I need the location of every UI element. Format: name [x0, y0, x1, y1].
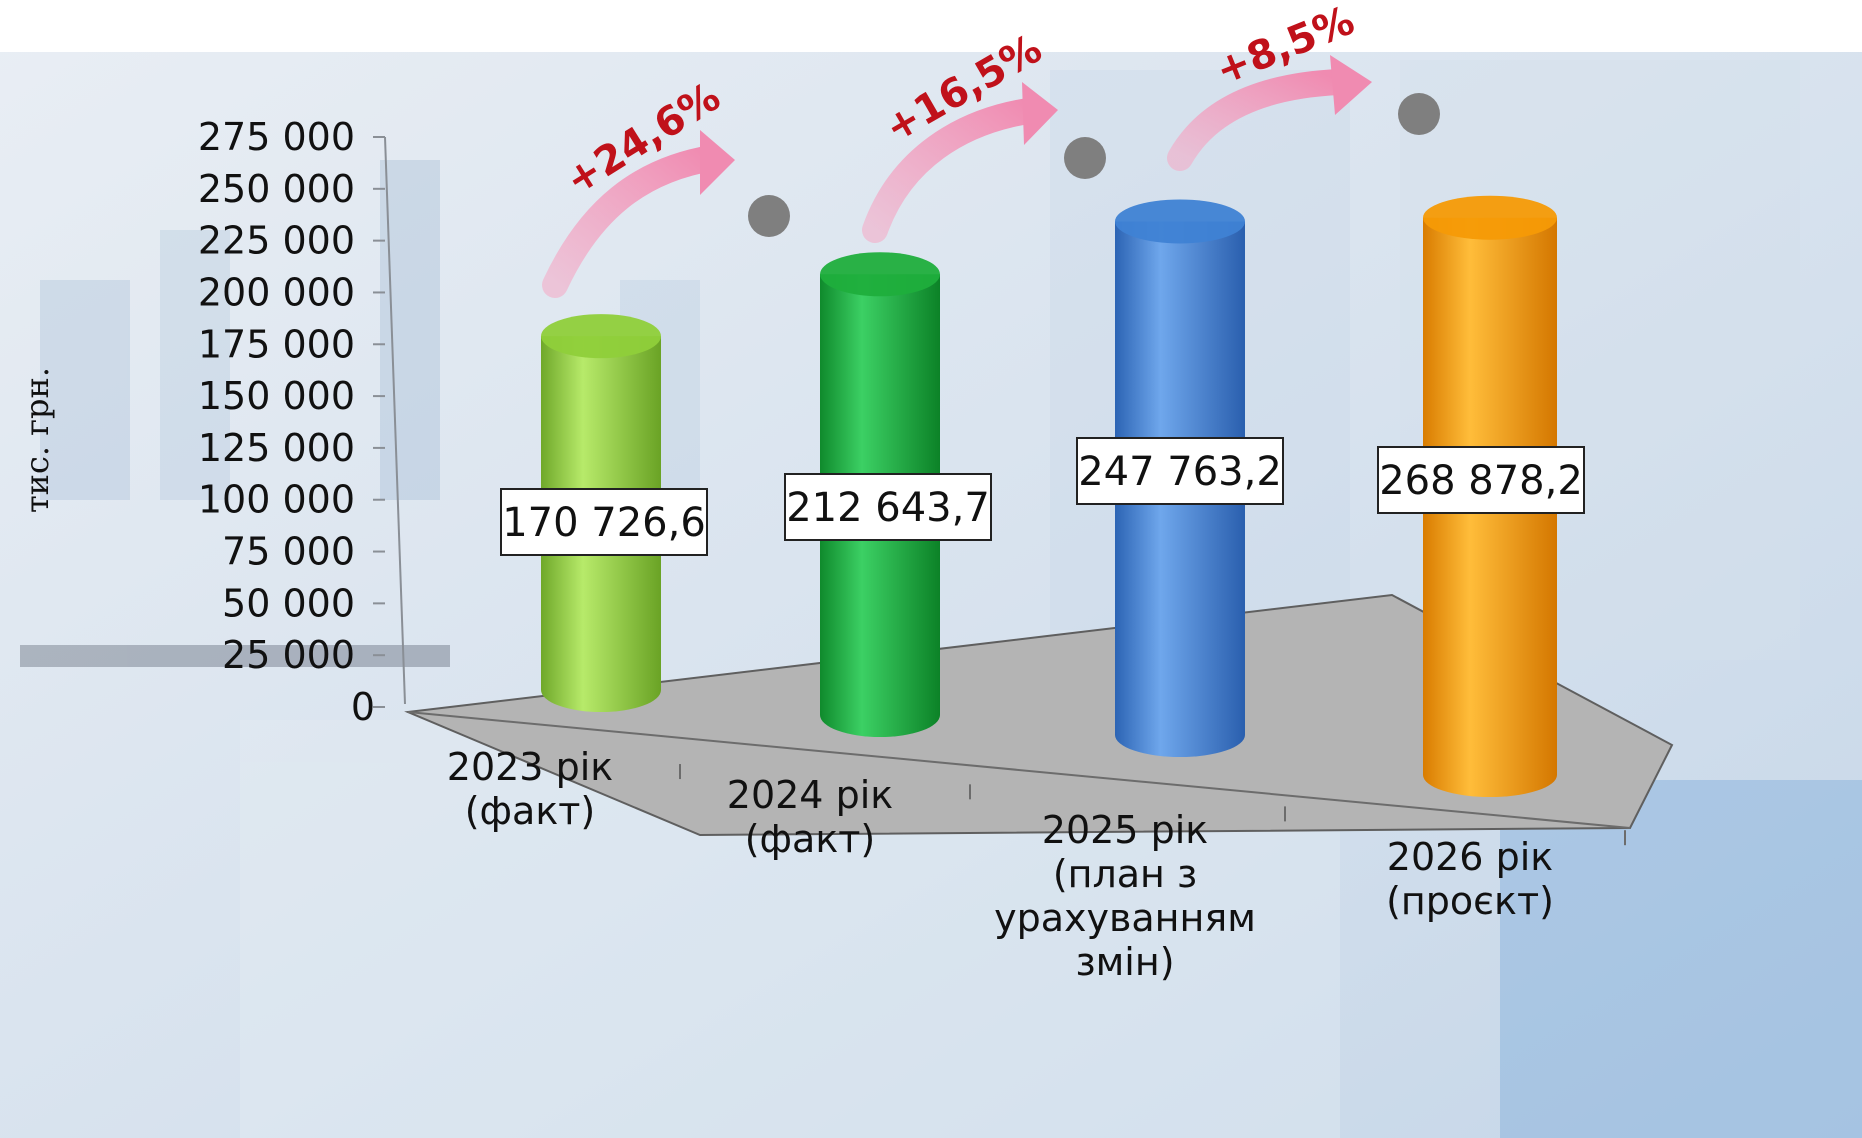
data-label: 247 763,2: [1078, 449, 1282, 495]
marker-dot: [1064, 137, 1106, 179]
y-axis-label: тис. грн.: [18, 367, 56, 513]
y-axis-line: [384, 136, 406, 705]
x-tick-label: 2026 рік (проєкт): [1386, 835, 1554, 923]
y-tick-label: 0: [351, 685, 375, 729]
y-tick-label: 225 000: [198, 219, 355, 263]
y-tick-label: 50 000: [222, 581, 355, 625]
growth-arrow: [862, 97, 1048, 243]
growth-arrow: [1167, 69, 1353, 171]
marker-dot: [1398, 93, 1440, 135]
bar-top: [1115, 199, 1245, 244]
growth-arrow: [542, 145, 725, 298]
growth-arrow-head: [1330, 55, 1372, 115]
y-tick-label: 100 000: [198, 478, 355, 522]
top-banner: [0, 0, 1862, 52]
y-tick-label: 250 000: [198, 167, 355, 211]
data-label-box: [1076, 437, 1284, 505]
bar-top: [820, 252, 940, 297]
x-tick-label: 2024 рік (факт): [727, 773, 893, 861]
y-tick-label: 75 000: [222, 530, 355, 574]
data-label: 268 878,2: [1379, 458, 1583, 504]
data-label: 212 643,7: [786, 485, 990, 531]
x-tick-label: 2023 рік (факт): [447, 745, 613, 833]
data-label-box: [1377, 446, 1585, 514]
x-tick-label: 2025 рік (план з урахуванням змін): [994, 808, 1256, 984]
data-label: 170 726,6: [502, 500, 706, 546]
y-tick-label: 25 000: [222, 633, 355, 677]
x-axis-line: [407, 711, 1631, 829]
bar-top: [541, 314, 661, 359]
y-tick-label: 175 000: [198, 322, 355, 366]
data-label-box: [784, 473, 992, 541]
growth-arrow-head: [700, 130, 735, 195]
y-tick-label: 150 000: [198, 374, 355, 418]
growth-arrow-head: [1022, 82, 1058, 145]
y-tick-label: 200 000: [198, 270, 355, 314]
marker-dot: [748, 195, 790, 237]
data-label-box: [500, 488, 708, 556]
y-tick-label: 125 000: [198, 426, 355, 470]
bar-top: [1423, 195, 1557, 240]
y-tick-label: 275 000: [198, 115, 355, 159]
